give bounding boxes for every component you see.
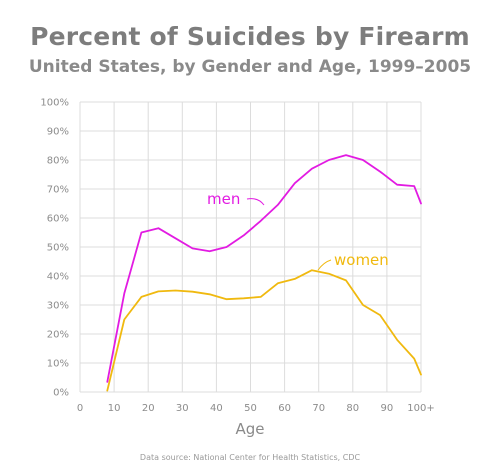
y-tick-label: 40% — [47, 272, 69, 283]
x-tick-label: 40 — [210, 403, 223, 414]
y-tick-labels: 0% 10% 20% 30% 40% 50% 60% 70% 80% 90% 100% — [40, 98, 69, 399]
y-tick-label: 80% — [47, 156, 69, 167]
x-tick-label: 60 — [278, 403, 291, 414]
series-label-women: women — [334, 251, 389, 269]
x-tick-label: 70 — [312, 403, 325, 414]
y-tick-label: 70% — [47, 185, 69, 196]
x-tick-label: 90 — [381, 403, 394, 414]
y-tick-label: 100% — [40, 98, 69, 109]
y-tick-label: 0% — [53, 388, 69, 399]
y-tick-label: 90% — [47, 127, 69, 138]
series-lines — [106, 154, 422, 392]
x-tick-label: 20 — [142, 403, 155, 414]
grid — [79, 101, 422, 393]
series-label-men: men — [207, 190, 240, 208]
y-tick-label: 60% — [47, 214, 69, 225]
data-source-note: Data source: National Center for Health … — [139, 453, 361, 462]
y-tick-label: 10% — [47, 359, 69, 370]
x-tick-label: 10 — [108, 403, 121, 414]
chart-subtitle: United States, by Gender and Age, 1999–2… — [28, 57, 472, 77]
x-tick-labels: 0 10 20 30 40 50 60 70 80 90 100+ — [77, 403, 435, 414]
series-line-men — [106, 154, 422, 383]
y-tick-label: 50% — [47, 243, 69, 254]
series-label-leader — [246, 198, 265, 206]
series-line-women — [106, 269, 422, 392]
x-tick-label: 0 — [77, 403, 83, 414]
y-tick-label: 20% — [47, 330, 69, 341]
x-tick-label: 100+ — [407, 403, 434, 414]
series-label-leader — [317, 259, 332, 271]
x-axis-label: Age — [235, 420, 264, 438]
y-tick-label: 30% — [47, 301, 69, 312]
x-tick-label: 30 — [176, 403, 189, 414]
x-tick-label: 50 — [244, 403, 257, 414]
x-tick-label: 80 — [346, 403, 359, 414]
series-labels: men women — [207, 190, 389, 271]
chart-title: Percent of Suicides by Firearm — [30, 22, 470, 51]
